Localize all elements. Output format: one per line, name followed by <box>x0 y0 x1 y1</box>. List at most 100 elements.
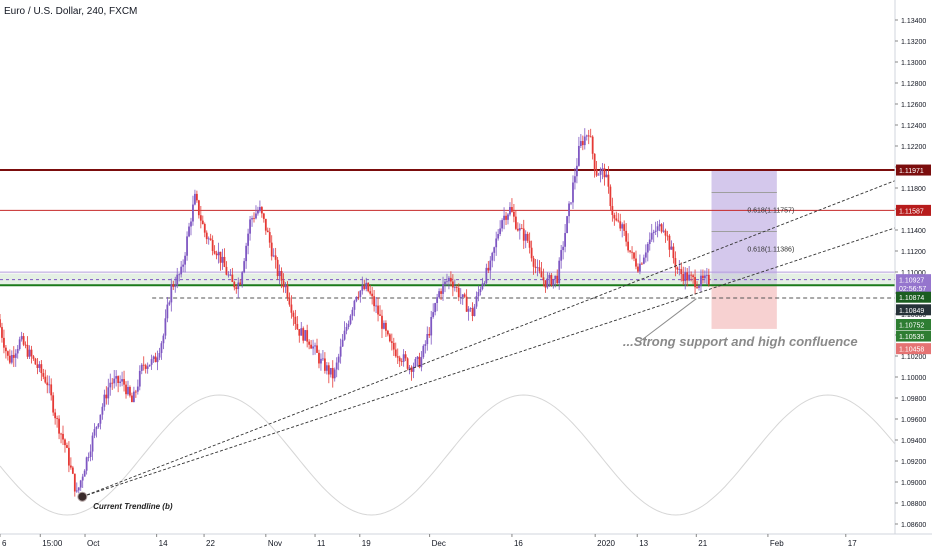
candle-body <box>451 281 454 288</box>
candle-body <box>375 305 377 307</box>
candle-body <box>568 203 570 217</box>
candle-body <box>138 370 141 387</box>
price-badge-label: 02:56:57 <box>899 286 926 293</box>
candle-body <box>487 267 490 271</box>
candle-body <box>111 382 114 384</box>
candle-body <box>367 282 370 292</box>
candle-body <box>385 322 387 331</box>
candle-body <box>64 439 66 446</box>
cycle-curve <box>0 394 896 516</box>
price-badge-label: 1.10849 <box>899 308 924 315</box>
candle-body <box>347 323 350 327</box>
y-tick-label: 1.10000 <box>901 375 926 382</box>
candle-body <box>595 169 598 176</box>
candle-body <box>672 246 675 259</box>
trendline-annotation: Current Trendline (b) <box>93 502 173 511</box>
candles <box>0 128 710 497</box>
candle-body <box>688 274 691 281</box>
candle-body <box>652 231 655 234</box>
candle-body <box>359 290 362 297</box>
candle-body <box>676 267 679 270</box>
candle-body <box>680 269 683 275</box>
candle-body <box>587 135 590 137</box>
candle-body <box>243 261 246 273</box>
y-tick-label: 1.12600 <box>901 102 926 109</box>
candle-body <box>428 333 431 336</box>
candle-body <box>10 354 13 363</box>
candle-body <box>463 294 466 297</box>
candle-body <box>574 176 576 183</box>
candle-body <box>627 241 630 251</box>
candle-body <box>316 345 318 353</box>
price-badge <box>896 304 931 316</box>
candle-body <box>314 345 316 347</box>
x-tick-label: 17 <box>848 539 857 548</box>
candle-body <box>255 213 257 219</box>
candle-body <box>166 304 169 319</box>
candle-body <box>686 272 689 281</box>
candle-body <box>396 356 399 358</box>
candle-body <box>249 219 251 234</box>
candle-body <box>164 318 167 336</box>
y-tick-label: 1.09200 <box>901 459 926 466</box>
candle-body <box>117 376 120 384</box>
stop-zone <box>711 285 777 329</box>
candle-body <box>237 282 240 290</box>
price-badge <box>896 282 931 294</box>
candle-body <box>704 275 706 279</box>
candle-body <box>623 224 626 231</box>
candle-body <box>262 213 265 219</box>
candle-body <box>60 433 62 435</box>
support-band <box>0 273 895 286</box>
candle-body <box>339 346 342 357</box>
candle-body <box>12 354 15 358</box>
candle-body <box>625 230 628 242</box>
x-tick-label: 15:00 <box>42 539 63 548</box>
y-tick-label: 1.08600 <box>901 522 926 529</box>
trendline-origin-marker <box>77 491 88 502</box>
candle-body <box>597 174 600 176</box>
candle-body <box>491 252 494 261</box>
candle-body <box>540 271 543 278</box>
candle-body <box>363 285 366 289</box>
candle-body <box>495 238 498 248</box>
candle-body <box>201 220 204 225</box>
candle-body <box>467 308 470 312</box>
candle-body <box>18 339 21 350</box>
candle-body <box>162 335 165 344</box>
candle-body <box>581 141 584 146</box>
candle-body <box>520 228 523 229</box>
candle-body <box>197 200 200 216</box>
candle-body <box>493 247 496 253</box>
candle-body <box>444 281 446 285</box>
x-tick-label: 2020 <box>597 539 615 548</box>
candle-body <box>327 365 330 375</box>
candle-body <box>544 280 547 288</box>
candle-body <box>91 435 94 452</box>
candle-body <box>583 136 586 146</box>
candle-body <box>58 418 60 434</box>
candle-body <box>99 414 102 424</box>
candle-body <box>392 342 395 350</box>
candle-body <box>337 356 340 363</box>
candle-body <box>522 228 525 241</box>
candle-body <box>572 182 574 203</box>
candle-body <box>388 334 391 342</box>
price-badge-label: 1.10874 <box>899 295 924 302</box>
candle-body <box>570 202 572 204</box>
candle-body <box>225 266 228 275</box>
candle-body <box>660 224 663 232</box>
candle-body <box>542 277 545 281</box>
candle-body <box>280 270 283 281</box>
candle-body <box>323 358 326 371</box>
candle-body <box>611 206 614 215</box>
candle-body <box>666 235 669 237</box>
candle-body <box>132 391 135 403</box>
candle-body <box>589 136 592 138</box>
candle-body <box>28 349 31 357</box>
candle-body <box>22 336 25 345</box>
candle-body <box>696 287 698 288</box>
x-tick-label: 14 <box>159 539 168 548</box>
candle-body <box>390 341 393 343</box>
